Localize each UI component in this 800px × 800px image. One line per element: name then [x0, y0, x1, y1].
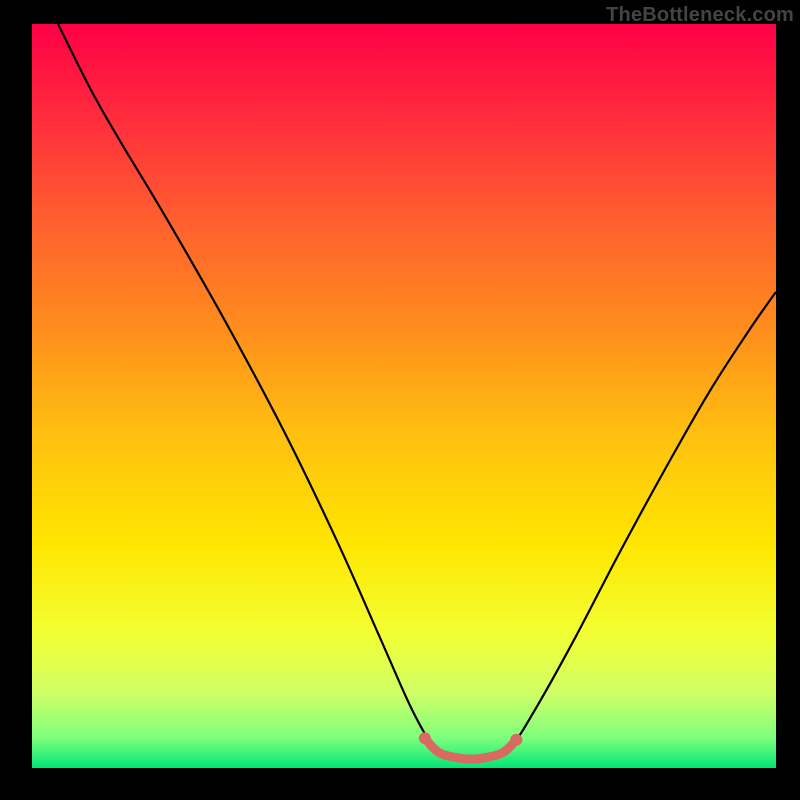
plot-area [32, 24, 776, 768]
curve-layer [32, 24, 776, 768]
valley-highlight [425, 738, 517, 759]
valley-highlight-endpoint [510, 734, 522, 746]
chart-frame: TheBottleneck.com [0, 0, 800, 800]
watermark-text: TheBottleneck.com [606, 4, 794, 27]
valley-highlight-endpoint [419, 732, 431, 744]
bottleneck-curve [58, 24, 776, 759]
